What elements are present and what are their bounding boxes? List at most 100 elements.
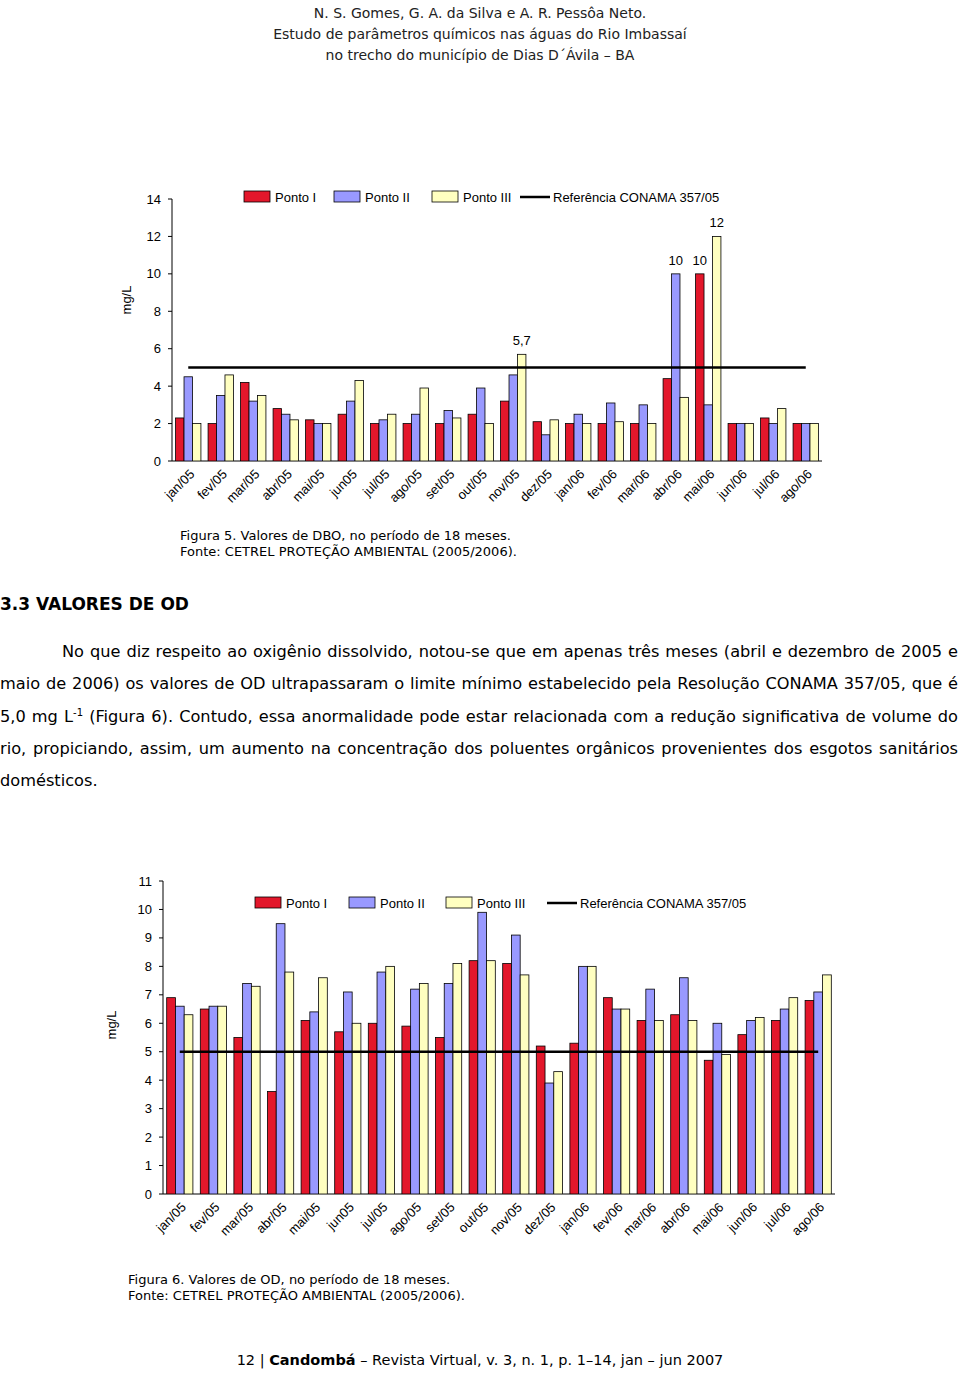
figure-source: Fonte: CETREL PROTEÇÃO AMBIENTAL (2005/2… (180, 544, 517, 559)
legend-swatch (255, 897, 281, 908)
y-tick (168, 423, 172, 424)
x-tick-label: abr/05 (253, 1200, 290, 1237)
x-tick-label: nov/05 (484, 467, 522, 505)
bar (747, 1020, 756, 1194)
legend-swatch (349, 897, 375, 908)
bar (217, 396, 225, 462)
header-line: no trecho do município de Dias D´Ávila –… (0, 45, 960, 65)
y-tick (159, 1080, 163, 1081)
bar (243, 983, 252, 1194)
y-tick (168, 236, 172, 237)
bar (517, 354, 525, 461)
legend-entry: Ponto I (275, 190, 316, 205)
x-tick-label: abr/06 (648, 467, 685, 504)
superscript: -1 (73, 706, 83, 717)
bar (520, 975, 529, 1194)
footer-details: – Revista Virtual, v. 3, n. 1, p. 1–14, … (360, 1352, 723, 1368)
data-label: 10 (693, 253, 707, 268)
legend-swatch (446, 897, 472, 908)
x-tick-label: ago/06 (789, 1200, 828, 1239)
y-axis (163, 881, 164, 1194)
bar (777, 409, 785, 461)
bar (352, 1023, 361, 1194)
legend-entry: Ponto II (380, 896, 425, 911)
bar (411, 989, 420, 1194)
data-label: 5,7 (513, 333, 531, 348)
bar (713, 1023, 722, 1194)
bar (335, 1032, 344, 1194)
x-tick-label: mai/06 (688, 1200, 726, 1238)
bar (355, 381, 363, 461)
x-tick-label: jan/06 (551, 467, 587, 503)
bar (184, 377, 192, 461)
bar (761, 418, 769, 461)
bar (306, 420, 314, 461)
y-tick (159, 881, 163, 882)
paragraph: No que diz respeito ao oxigênio dissolvi… (0, 636, 958, 797)
x-tick-label: out/05 (455, 1200, 491, 1236)
bar (680, 397, 688, 461)
bar (379, 420, 387, 461)
x-tick-label: ago/06 (776, 467, 815, 506)
figure-source: Fonte: CETREL PROTEÇÃO AMBIENTAL (2005/2… (128, 1288, 465, 1303)
bar (468, 414, 476, 461)
y-tick-label: 6 (145, 1016, 152, 1031)
y-tick-label: 8 (154, 304, 161, 319)
bar (412, 414, 420, 461)
bar (545, 1083, 554, 1194)
y-tick-label: 14 (147, 192, 161, 207)
bar (368, 1023, 377, 1194)
bar (257, 396, 265, 462)
bar (319, 978, 328, 1194)
bar (704, 405, 712, 461)
x-tick-label: jun/06 (714, 467, 750, 503)
y-tick (159, 1137, 163, 1138)
bar (579, 966, 588, 1194)
legend-entry: Ponto II (365, 190, 410, 205)
bar (175, 1006, 184, 1194)
legend-line (547, 902, 577, 905)
bar (542, 435, 550, 461)
bar (387, 414, 395, 461)
bar (419, 983, 428, 1194)
x-tick-label: mai/06 (679, 467, 717, 505)
data-label: 10 (669, 253, 683, 268)
y-tick (159, 937, 163, 938)
bar (823, 975, 832, 1194)
legend-entry: Referência CONAMA 357/05 (580, 896, 746, 911)
bar (310, 1012, 319, 1194)
bar (273, 409, 281, 461)
bar (647, 424, 655, 461)
bar (810, 424, 818, 461)
x-tick-label: jun05 (326, 467, 360, 501)
bar (377, 972, 386, 1194)
bar (612, 1009, 621, 1194)
x-tick-label: set/05 (422, 467, 458, 503)
bar (249, 401, 257, 461)
y-axis (172, 199, 173, 461)
x-tick-label: mar/06 (620, 1200, 659, 1239)
bar (209, 1006, 218, 1194)
bar (554, 1072, 563, 1194)
bar (435, 1038, 444, 1195)
bar (769, 424, 777, 461)
data-label: 12 (709, 215, 723, 230)
bar (225, 375, 233, 461)
header-line: Estudo de parâmetros químicos nas águas … (0, 24, 960, 44)
separator: | (260, 1352, 265, 1368)
legend-swatch (334, 191, 360, 202)
x-tick-label: mar/06 (613, 467, 652, 506)
page-number: 12 (237, 1352, 255, 1368)
bar (737, 424, 745, 461)
bar (536, 1046, 545, 1194)
bar (712, 236, 720, 461)
x-tick-label: dez/05 (517, 467, 555, 505)
bar (290, 420, 298, 461)
bar (607, 403, 615, 461)
bar (574, 414, 582, 461)
journal: Candombá (269, 1352, 355, 1368)
bar (802, 424, 810, 461)
bar (738, 1035, 747, 1194)
bar (639, 405, 647, 461)
bar (501, 401, 509, 461)
